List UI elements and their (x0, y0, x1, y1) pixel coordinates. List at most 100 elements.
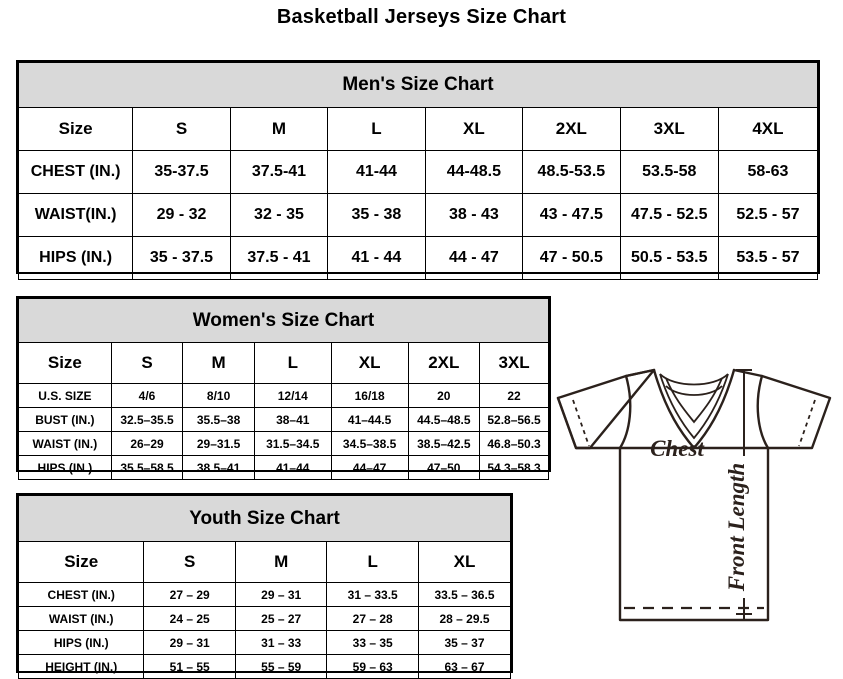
youth-waist-xl: 28 – 29.5 (417, 606, 512, 631)
table-row: HEIGHT (IN.) 51 – 55 55 – 59 59 – 63 63 … (17, 654, 512, 679)
womens-column-header-l: L (253, 342, 332, 384)
youth-waist-l: 27 – 28 (326, 606, 419, 631)
womens-hips-2xl: 47–50 (407, 455, 481, 480)
mens-column-header-size: Size (17, 107, 134, 151)
womens-row-label-hips: HIPS (IN.) (18, 455, 112, 480)
womens-row-label-us-size: U.S. SIZE (18, 383, 112, 408)
mens-column-header-l: L (327, 107, 426, 151)
youth-waist-m: 25 – 27 (234, 606, 328, 631)
mens-chart-banner: Men's Size Chart (18, 62, 818, 108)
mens-chest-m: 37.5-41 (229, 150, 329, 194)
mens-chest-2xl: 48.5-53.5 (522, 150, 621, 194)
youth-chart-banner-row: Youth Size Chart (18, 495, 511, 542)
womens-bust-m: 35.5–38 (182, 407, 255, 432)
womens-hips-s: 35.5–58.5 (110, 455, 184, 480)
table-row: WAIST(IN.) 29 - 32 32 - 35 35 - 38 38 - … (17, 193, 819, 237)
womens-column-header-s: S (110, 342, 184, 384)
womens-hips-m: 38.5–41 (182, 455, 255, 480)
youth-column-header-m: M (234, 541, 328, 583)
womens-bust-s: 32.5–35.5 (110, 407, 184, 432)
womens-us-size-2xl: 20 (407, 383, 481, 408)
womens-column-header-size: Size (18, 342, 112, 384)
womens-waist-xl: 34.5–38.5 (330, 431, 409, 456)
mens-waist-xl: 38 - 43 (424, 193, 524, 237)
mens-column-header-2xl: 2XL (522, 107, 621, 151)
womens-us-size-m: 8/10 (182, 383, 255, 408)
mens-waist-3xl: 47.5 - 52.5 (619, 193, 719, 237)
youth-chest-xl: 33.5 – 36.5 (417, 582, 512, 607)
mens-chart-banner-row: Men's Size Chart (18, 62, 818, 108)
youth-height-xl: 63 – 67 (417, 654, 512, 679)
youth-column-header-s: S (143, 541, 236, 583)
youth-waist-s: 24 – 25 (143, 606, 236, 631)
mens-column-header-xl: XL (424, 107, 524, 151)
table-row: CHEST (IN.) 27 – 29 29 – 31 31 – 33.5 33… (17, 582, 512, 607)
womens-row-label-waist: WAIST (IN.) (18, 431, 112, 456)
mens-waist-2xl: 43 - 47.5 (522, 193, 621, 237)
mens-hips-l: 41 - 44 (327, 236, 426, 280)
youth-hips-xl: 35 – 37 (417, 630, 512, 655)
mens-row-label-chest: CHEST (IN.) (17, 150, 134, 194)
mens-chart-header-row: Size S M L XL 2XL 3XL 4XL (17, 107, 819, 151)
womens-bust-l: 38–41 (253, 407, 332, 432)
mens-hips-xl: 44 - 47 (424, 236, 524, 280)
youth-hips-l: 33 – 35 (326, 630, 419, 655)
youth-chart-header-row: Size S M L XL (17, 541, 512, 583)
womens-row-label-bust: BUST (IN.) (18, 407, 112, 432)
youth-size-chart: Youth Size Chart Size S M L XL CHEST (IN… (16, 493, 513, 679)
womens-column-header-3xl: 3XL (479, 342, 549, 384)
youth-chest-l: 31 – 33.5 (326, 582, 419, 607)
womens-column-header-m: M (182, 342, 255, 384)
page-title: Basketball Jerseys Size Chart (276, 6, 567, 28)
mens-waist-m: 32 - 35 (229, 193, 329, 237)
womens-size-table: Women's Size Chart Size S M L XL 2XL 3XL… (18, 298, 549, 480)
youth-chest-s: 27 – 29 (143, 582, 236, 607)
womens-bust-xl: 41–44.5 (330, 407, 409, 432)
table-row: HIPS (IN.) 29 – 31 31 – 33 33 – 35 35 – … (17, 630, 512, 655)
womens-us-size-xl: 16/18 (330, 383, 409, 408)
womens-size-chart: Women's Size Chart Size S M L XL 2XL 3XL… (16, 296, 551, 480)
mens-row-label-waist: WAIST(IN.) (17, 193, 134, 237)
youth-hips-s: 29 – 31 (143, 630, 236, 655)
womens-waist-l: 31.5–34.5 (253, 431, 332, 456)
front-length-measurement-label: Front Length (724, 463, 749, 592)
youth-hips-m: 31 – 33 (234, 630, 328, 655)
womens-hips-l: 41–44 (253, 455, 332, 480)
mens-hips-4xl: 53.5 - 57 (717, 236, 819, 280)
jersey-measurement-diagram: Chest Front Length (548, 352, 838, 674)
youth-row-label-hips: HIPS (IN.) (17, 630, 145, 655)
table-row: WAIST (IN.) 24 – 25 25 – 27 27 – 28 28 –… (17, 606, 512, 631)
youth-row-label-chest: CHEST (IN.) (17, 582, 145, 607)
mens-chest-3xl: 53.5-58 (619, 150, 719, 194)
youth-column-header-xl: XL (417, 541, 512, 583)
womens-chart-banner: Women's Size Chart (18, 298, 549, 343)
mens-row-label-hips: HIPS (IN.) (17, 236, 134, 280)
womens-us-size-l: 12/14 (253, 383, 332, 408)
mens-size-chart: Men's Size Chart Size S M L XL 2XL 3XL 4… (16, 60, 820, 280)
youth-size-table: Youth Size Chart Size S M L XL CHEST (IN… (17, 495, 512, 679)
mens-waist-s: 29 - 32 (132, 193, 231, 237)
mens-waist-l: 35 - 38 (327, 193, 426, 237)
youth-row-label-height: HEIGHT (IN.) (17, 654, 145, 679)
mens-column-header-m: M (229, 107, 329, 151)
mens-hips-2xl: 47 - 50.5 (522, 236, 621, 280)
womens-column-header-2xl: 2XL (407, 342, 481, 384)
youth-height-m: 55 – 59 (234, 654, 328, 679)
mens-chest-xl: 44-48.5 (424, 150, 524, 194)
mens-column-header-3xl: 3XL (619, 107, 719, 151)
mens-size-table: Men's Size Chart Size S M L XL 2XL 3XL 4… (17, 62, 819, 280)
womens-waist-2xl: 38.5–42.5 (407, 431, 481, 456)
youth-height-s: 51 – 55 (143, 654, 236, 679)
table-row: CHEST (IN.) 35-37.5 37.5-41 41-44 44-48.… (17, 150, 819, 194)
womens-hips-xl: 44–47 (330, 455, 409, 480)
mens-hips-m: 37.5 - 41 (229, 236, 329, 280)
womens-waist-s: 26–29 (110, 431, 184, 456)
mens-hips-s: 35 - 37.5 (132, 236, 231, 280)
youth-height-l: 59 – 63 (326, 654, 419, 679)
womens-chart-banner-row: Women's Size Chart (18, 298, 549, 343)
table-row: BUST (IN.) 32.5–35.5 35.5–38 38–41 41–44… (18, 407, 549, 432)
youth-row-label-waist: WAIST (IN.) (17, 606, 145, 631)
mens-column-header-4xl: 4XL (717, 107, 819, 151)
table-row: HIPS (IN.) 35.5–58.5 38.5–41 41–44 44–47… (18, 455, 549, 480)
table-row: U.S. SIZE 4/6 8/10 12/14 16/18 20 22 (18, 383, 549, 408)
